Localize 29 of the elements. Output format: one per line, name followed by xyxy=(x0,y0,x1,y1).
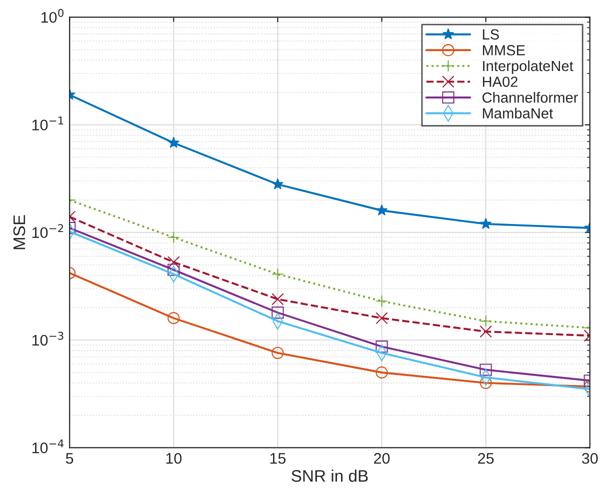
legend-label: HA02 xyxy=(482,76,518,87)
point xyxy=(376,295,388,308)
x-tick-label: 10 xyxy=(166,452,182,464)
x-axis-title: SNR in dB xyxy=(292,470,368,482)
y-tick-label: 10$^{0}$ xyxy=(41,8,64,23)
point xyxy=(376,340,388,353)
point xyxy=(376,312,388,324)
y-tick-label: 10$^{−4}$ xyxy=(32,440,64,454)
x-tick-label: 5 xyxy=(66,453,74,464)
legend-label: Channelformer xyxy=(482,92,578,103)
point xyxy=(272,293,284,306)
point xyxy=(272,178,284,190)
legend-label: MambaNet xyxy=(482,108,553,119)
x-tick-label: 25 xyxy=(478,452,494,464)
point xyxy=(272,306,284,319)
legend-label: MMSE xyxy=(482,45,525,56)
point xyxy=(272,346,284,359)
x-tick-label: 20 xyxy=(374,452,390,464)
legend-label: InterpolateNet xyxy=(483,60,574,74)
y-axis-title: MSE xyxy=(13,215,26,250)
x-tick-label: 15 xyxy=(270,453,286,464)
x-tick-label: 30 xyxy=(582,452,598,464)
point xyxy=(376,366,388,379)
legend-label: LS xyxy=(482,29,499,40)
y-tick-label: 10$^{−3}$ xyxy=(32,332,64,346)
y-tick-label: 10$^{−1}$ xyxy=(32,116,64,130)
point xyxy=(376,204,388,216)
y-tick-label: 10$^{−2}$ xyxy=(32,224,64,238)
point xyxy=(272,268,284,280)
